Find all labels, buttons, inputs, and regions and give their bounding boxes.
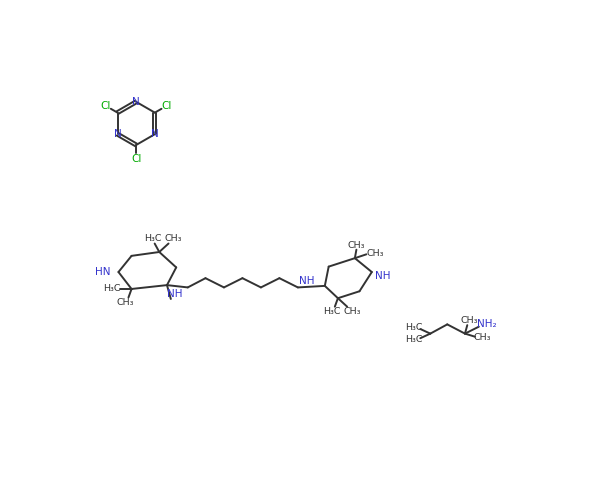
Text: H₃C: H₃C <box>323 307 340 316</box>
Text: CH₃: CH₃ <box>116 298 134 307</box>
Text: CH₃: CH₃ <box>473 333 491 342</box>
Text: N: N <box>151 129 159 139</box>
Text: Cl: Cl <box>100 100 110 111</box>
Text: H₃C: H₃C <box>405 323 422 332</box>
Text: NH: NH <box>167 289 183 299</box>
Text: CH₃: CH₃ <box>366 249 384 258</box>
Text: NH: NH <box>299 276 315 286</box>
Text: NH: NH <box>375 271 390 281</box>
Text: H₃C: H₃C <box>405 335 422 344</box>
Text: CH₃: CH₃ <box>460 316 478 325</box>
Text: NH₂: NH₂ <box>477 319 496 329</box>
Text: N: N <box>113 129 121 139</box>
Text: Cl: Cl <box>131 154 141 164</box>
Text: H₃C: H₃C <box>103 284 121 294</box>
Text: N: N <box>133 97 140 107</box>
Text: CH₃: CH₃ <box>164 234 182 243</box>
Text: HN: HN <box>96 267 111 277</box>
Text: Cl: Cl <box>162 100 172 111</box>
Text: CH₃: CH₃ <box>343 307 361 316</box>
Text: H₃C: H₃C <box>144 234 162 243</box>
Text: CH₃: CH₃ <box>347 241 365 250</box>
